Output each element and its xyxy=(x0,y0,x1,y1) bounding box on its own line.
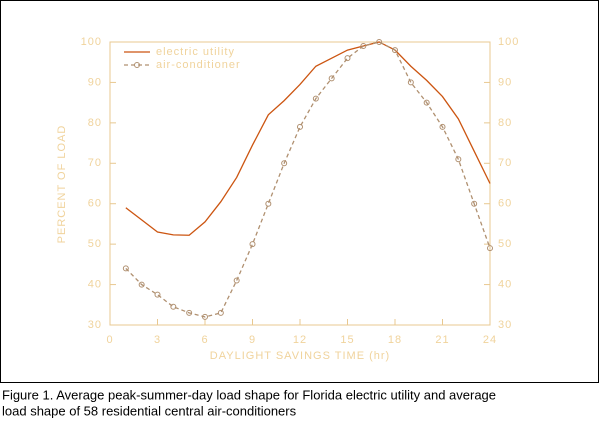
series-marker xyxy=(233,277,240,284)
series-marker xyxy=(138,281,145,288)
series-marker xyxy=(423,99,430,106)
y-tick-label: 60 xyxy=(88,198,102,210)
series-marker xyxy=(265,200,272,207)
series-line xyxy=(125,41,491,236)
y2-tick-label: 80 xyxy=(498,117,512,129)
x-tick-label: 3 xyxy=(154,334,161,346)
series-marker xyxy=(487,245,493,252)
series-marker xyxy=(455,156,462,163)
y2-tick-label: 70 xyxy=(498,157,512,169)
series-line xyxy=(125,41,491,318)
x-tick-label: 9 xyxy=(249,334,256,346)
series-marker xyxy=(407,79,414,86)
y2-tick-label: 60 xyxy=(498,198,512,210)
series-marker xyxy=(154,291,161,298)
x-tick-label: 24 xyxy=(483,334,497,346)
series-marker xyxy=(471,200,478,207)
series-marker xyxy=(186,309,193,316)
series-marker xyxy=(297,123,303,130)
series-marker xyxy=(328,75,335,82)
series-marker xyxy=(202,313,208,320)
series-marker xyxy=(170,303,177,310)
x-tick-label: 12 xyxy=(293,334,307,346)
series-marker xyxy=(360,43,367,50)
x-axis-label: DAYLIGHT SAVINGS TIME (hr) xyxy=(210,350,390,362)
y-axis-label: PERCENT OF LOAD xyxy=(56,125,68,244)
series-marker xyxy=(122,265,129,272)
series-marker xyxy=(217,309,224,316)
y2-tick-label: 50 xyxy=(498,238,512,250)
x-tick-label: 0 xyxy=(106,334,113,346)
y-tick-label: 80 xyxy=(88,117,102,129)
x-tick-label: 21 xyxy=(435,334,449,346)
legend-marker xyxy=(134,62,140,68)
caption-line: load shape of 58 residential central air… xyxy=(2,403,297,418)
y-tick-label: 40 xyxy=(88,278,102,290)
x-tick-label: 18 xyxy=(388,334,402,346)
y2-tick-label: 40 xyxy=(498,278,512,290)
caption-line: Figure 1. Average peak-summer-day load s… xyxy=(2,387,496,402)
legend-label: electric utility xyxy=(156,46,235,58)
legend-label: air-conditioner xyxy=(156,59,241,71)
figure-border xyxy=(0,0,599,383)
y2-tick-label: 90 xyxy=(498,76,512,88)
y-tick-label: 30 xyxy=(88,319,102,331)
y-tick-label: 70 xyxy=(88,157,102,169)
y-tick-label: 100 xyxy=(81,36,102,48)
x-tick-label: 6 xyxy=(201,334,208,346)
x-tick-label: 15 xyxy=(340,334,354,346)
series-marker xyxy=(281,160,288,167)
series-marker xyxy=(439,123,446,130)
y-tick-label: 50 xyxy=(88,238,102,250)
y-tick-label: 90 xyxy=(88,76,102,88)
series-marker xyxy=(392,47,398,54)
series-marker xyxy=(376,39,383,45)
series-marker xyxy=(312,95,319,102)
series-marker xyxy=(344,55,351,62)
y2-tick-label: 100 xyxy=(498,36,519,48)
y2-tick-label: 30 xyxy=(498,319,512,331)
series-marker xyxy=(249,241,256,248)
